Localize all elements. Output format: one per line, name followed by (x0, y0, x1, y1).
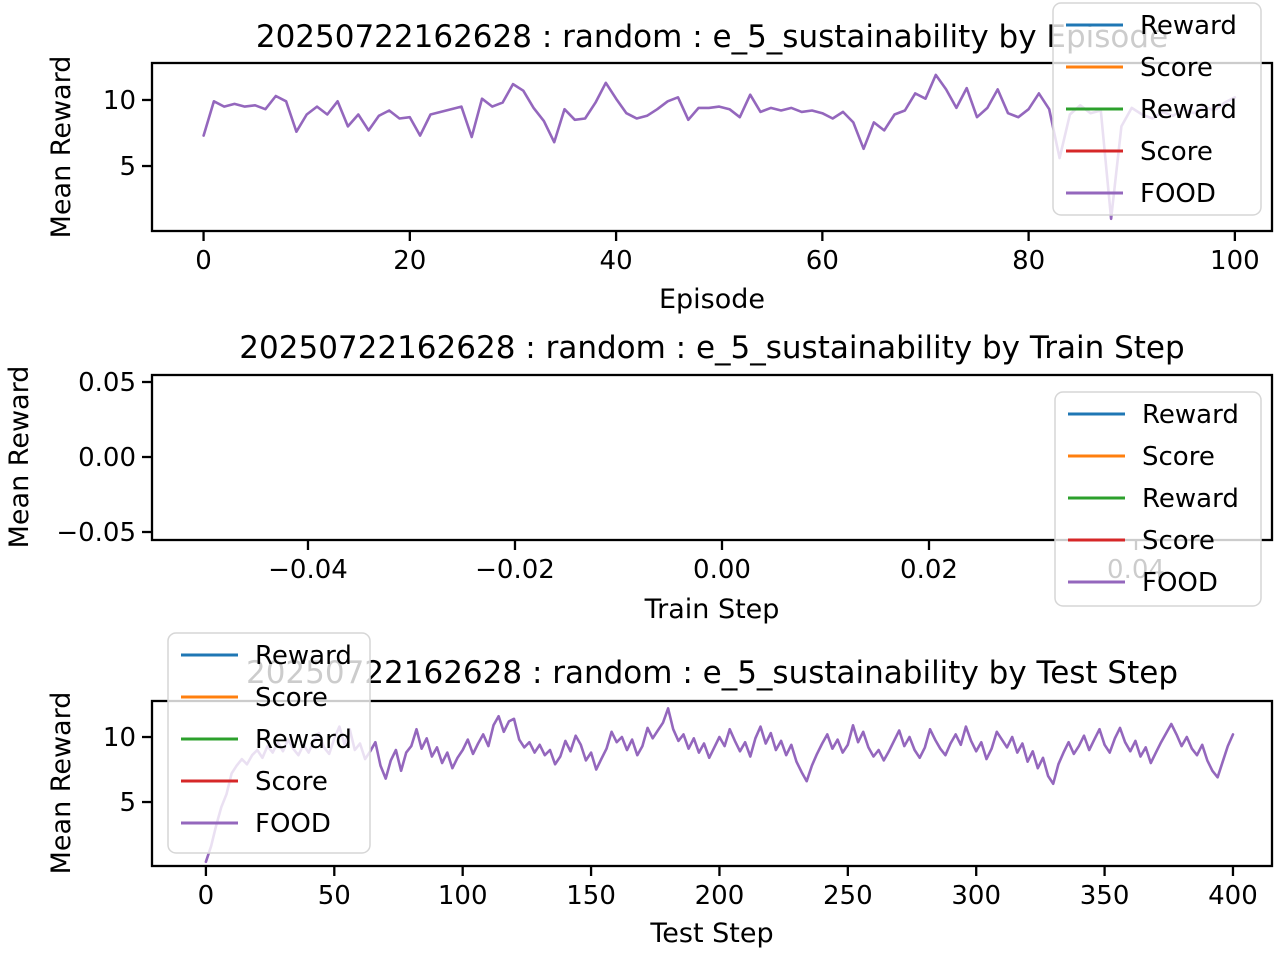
legend-label: Reward (1142, 484, 1239, 514)
legend-label: Reward (1142, 400, 1239, 430)
x-tick-label: 200 (695, 881, 745, 911)
food-line (204, 707, 1235, 864)
legend-label: FOOD (255, 809, 331, 839)
y-tick-label: 5 (119, 788, 136, 818)
x-tick-label: 20 (393, 246, 426, 276)
y-tick-label: 10 (103, 723, 136, 753)
x-tick-label: 250 (823, 881, 873, 911)
chart-episode-title: 20250722162628 : random : e_5_sustainabi… (255, 19, 1169, 55)
x-tick-label: 80 (1012, 246, 1045, 276)
x-tick-label: 150 (566, 881, 616, 911)
legend-label: FOOD (1140, 179, 1216, 209)
legend-box (1054, 391, 1262, 607)
y-tick-label: 0.00 (78, 443, 136, 473)
x-tick-label: 0.00 (693, 555, 751, 585)
x-tick-label: 100 (1210, 246, 1260, 276)
legend-label: Score (1140, 137, 1213, 167)
y-tick-label: 5 (119, 152, 136, 182)
x-tick-label: 400 (1208, 881, 1258, 911)
axes-frame (150, 373, 1274, 542)
x-tick-label: 0.02 (900, 555, 958, 585)
chart-test-step-xlabel: Test Step (650, 918, 774, 949)
chart-episode-xlabel: Episode (658, 284, 766, 315)
axes-frame (150, 61, 1274, 233)
chart-train-step-xlabel: Train Step (644, 594, 780, 625)
legend-label: Score (1142, 526, 1215, 556)
y-tick-label: 10 (103, 86, 136, 116)
chart-test-step-title: 20250722162628 : random : e_5_sustainabi… (245, 655, 1179, 691)
x-tick-label: 350 (1080, 881, 1130, 911)
legend-label: Reward (1140, 95, 1237, 125)
x-tick-label: 0.04 (1107, 555, 1165, 585)
x-tick-label: 50 (318, 881, 351, 911)
x-tick-label: 40 (600, 246, 633, 276)
x-tick-label: −0.02 (475, 555, 555, 585)
x-tick-label: 100 (438, 881, 488, 911)
y-tick-label: 0.05 (78, 368, 136, 398)
legend-label: Score (255, 767, 328, 797)
x-tick-label: −0.04 (268, 555, 348, 585)
chart-episode-ylabel: Mean Reward (46, 55, 77, 239)
food-line (202, 73, 1237, 221)
chart-1: −0.04 −0.02 0.00 0.02 0.04 0.05 0.00 −0.05 Rewar… (56, 368, 1274, 607)
x-tick-label: 300 (951, 881, 1001, 911)
chart-train-step-ylabel: Mean Reward (4, 365, 35, 549)
chart-test-step-ylabel: Mean Reward (46, 691, 77, 875)
legend-label: Score (1140, 53, 1213, 83)
x-tick-label: 60 (806, 246, 839, 276)
chart-train-step-title: 20250722162628 : random : e_5_sustainabi… (239, 330, 1185, 366)
y-tick-label: −0.05 (56, 518, 136, 548)
x-tick-label: 0 (198, 881, 215, 911)
x-tick-label: 0 (195, 246, 212, 276)
legend-label: Reward (255, 725, 352, 755)
axes-frame (150, 699, 1274, 868)
legend-label: Score (1142, 442, 1215, 472)
